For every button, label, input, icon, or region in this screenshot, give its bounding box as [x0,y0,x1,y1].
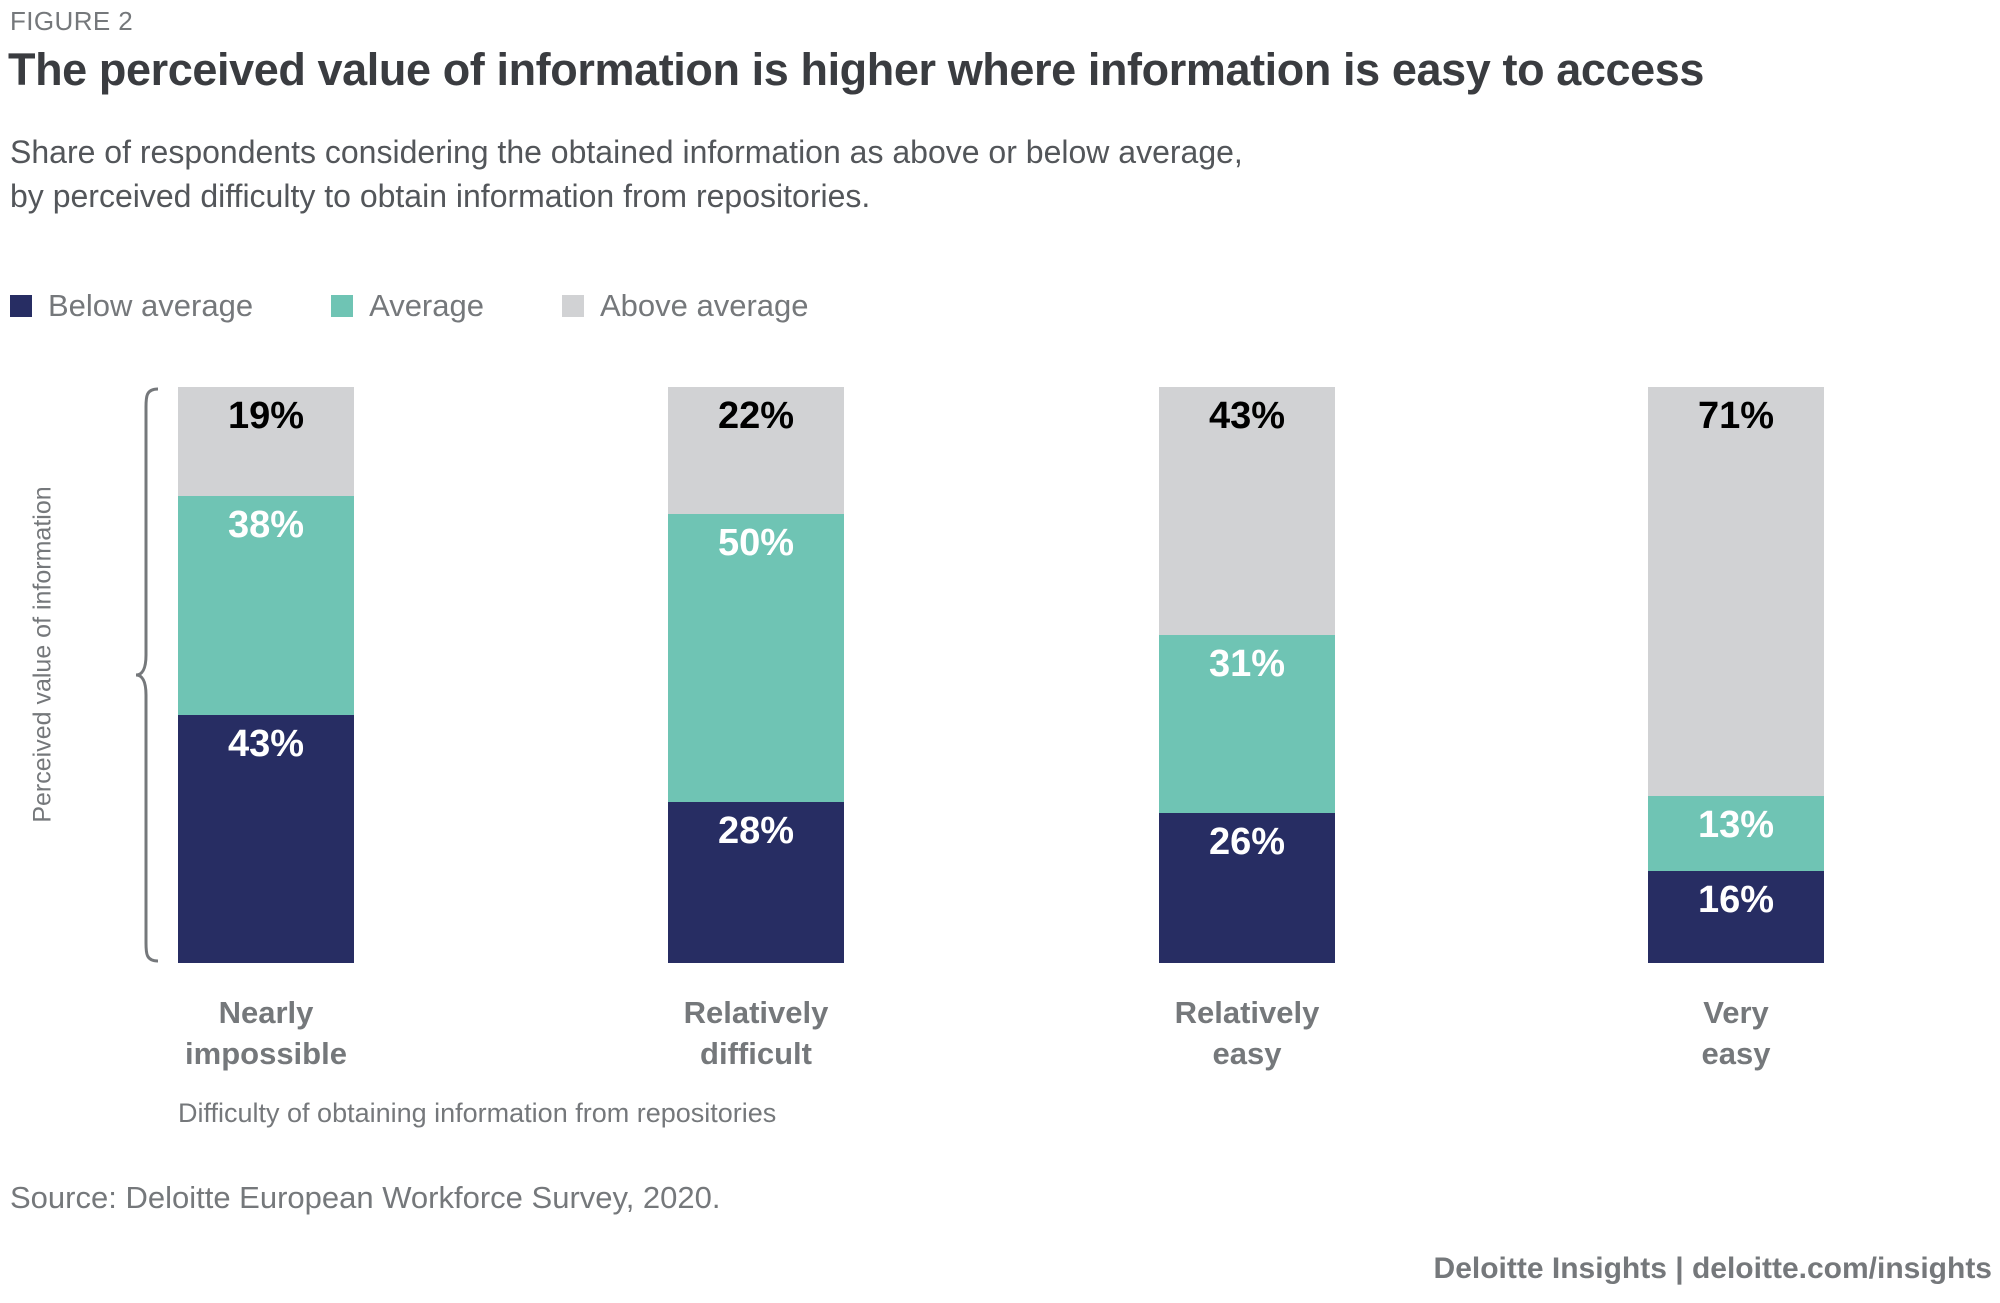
figure-subtitle-line-1: Share of respondents considering the obt… [10,134,1243,170]
bar-value-average: 50% [717,521,795,564]
bar-value-above-average: 22% [717,395,795,437]
bar-value-average: 38% [227,504,305,547]
bar-segment-above-average[interactable]: 19% [178,387,354,497]
y-axis-label: Perceived value of information [28,486,57,823]
category-label-line-2: difficult [700,1036,812,1071]
legend-item-average[interactable]: Average [331,288,484,324]
bar-value-below-average: 16% [1697,878,1775,921]
legend-swatch-icon-above-average [561,295,584,317]
category-label-line-2: easy [1701,1036,1771,1071]
bar-stack[interactable]: 43% 31% 26% [1159,387,1335,963]
bar-value-average: 13% [1697,803,1775,846]
legend-label-average: Average [369,288,484,323]
bar-segment-average[interactable]: 31% [1159,634,1335,814]
bar-value-below-average: 43% [227,723,305,766]
bar-segment-above-average[interactable]: 43% [1159,387,1335,635]
category-label: Relatively difficult [591,992,921,1074]
figure-subtitle: Share of respondents considering the obt… [10,130,1243,218]
source-note: Source: Deloitte European Workforce Surv… [10,1180,721,1215]
page-title: The perceived value of information is hi… [8,44,1705,95]
legend-item-below-average[interactable]: Below average [10,288,253,324]
category-label-line-1: Relatively [683,995,829,1030]
legend-swatch-icon-average [331,295,354,317]
category-label: Relatively easy [1082,992,1412,1074]
bar-segment-above-average[interactable]: 71% [1648,387,1824,796]
publisher-credit[interactable]: Deloitte Insights | deloitte.com/insight… [1433,1252,1992,1285]
bar-value-below-average: 28% [717,809,795,852]
bar-segment-below-average[interactable]: 28% [668,801,844,963]
category-label: Nearly impossible [101,992,431,1074]
legend-label-below-average: Below average [48,288,254,323]
bar-value-below-average: 26% [1208,821,1286,864]
legend-swatch-icon-below-average [10,295,32,317]
bar-segment-average[interactable]: 13% [1648,795,1824,871]
category-label-line-2: easy [1212,1036,1282,1071]
bar-stack[interactable]: 19% 38% 43% [178,387,354,963]
bar-stack[interactable]: 71% 13% 16% [1648,387,1824,963]
bar-segment-above-average[interactable]: 22% [668,387,844,514]
bar-stack[interactable]: 22% 50% 28% [668,387,844,963]
bar-value-above-average: 71% [1697,395,1775,437]
bar-value-above-average: 19% [227,395,305,437]
y-axis-brace-icon [135,387,159,963]
chart-legend: Below average Average Above average [10,288,887,324]
bar-segment-below-average[interactable]: 43% [178,715,354,963]
figure-subtitle-line-2: by perceived difficulty to obtain inform… [10,178,871,214]
bar-segment-average[interactable]: 50% [668,513,844,802]
category-label: Very easy [1571,992,1901,1074]
bar-segment-below-average[interactable]: 26% [1159,813,1335,963]
legend-label-above-average: Above average [599,288,809,323]
figure-label: FIGURE 2 [10,6,134,36]
category-label-line-1: Very [1703,995,1769,1030]
bar-segment-average[interactable]: 38% [178,496,354,716]
legend-item-above-average[interactable]: Above average [561,288,809,324]
bar-value-above-average: 43% [1208,395,1286,437]
bar-segment-below-average[interactable]: 16% [1648,870,1824,963]
x-axis-label: Difficulty of obtaining information from… [178,1098,777,1128]
category-label-line-1: Nearly [218,995,314,1030]
bar-value-average: 31% [1208,642,1286,685]
category-label-line-1: Relatively [1174,995,1320,1030]
category-label-line-2: impossible [185,1036,347,1071]
